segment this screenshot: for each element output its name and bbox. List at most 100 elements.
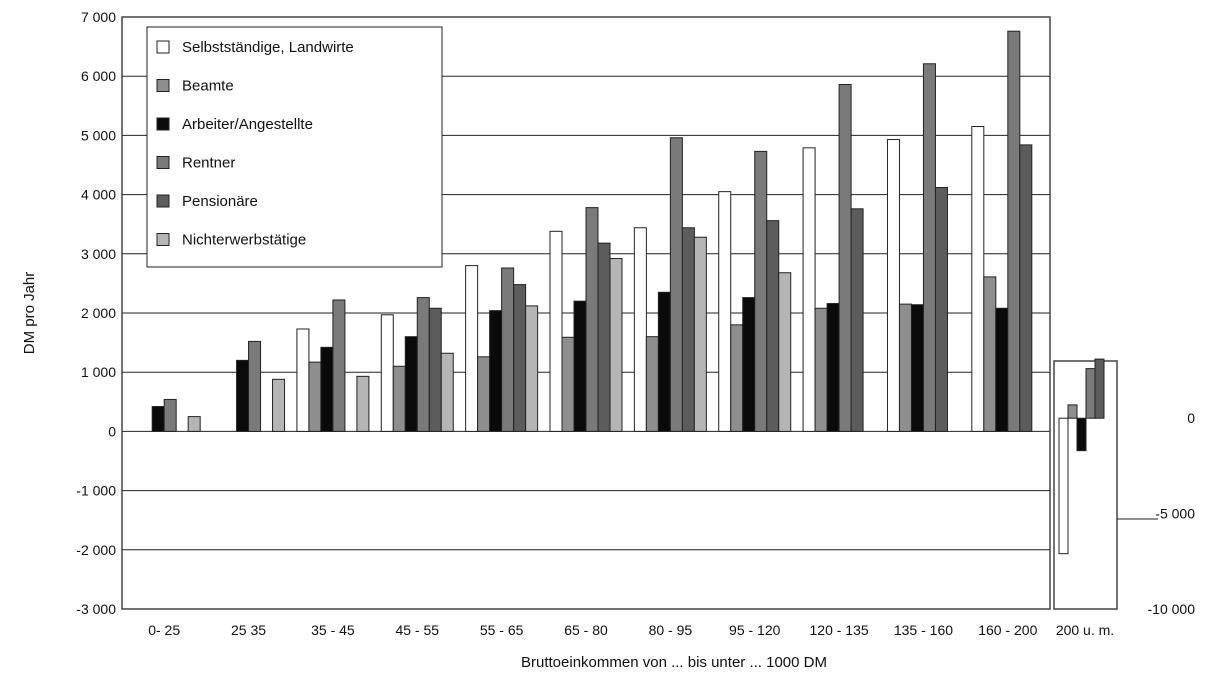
legend-label: Rentner [182, 155, 235, 172]
y-tick-label: 0 [108, 423, 116, 439]
y-tick-label: -1 000 [76, 483, 116, 499]
bar [657, 291, 671, 432]
bars [151, 30, 1033, 432]
x-tick-label: 95 - 120 [729, 622, 781, 638]
legend-label: Selbstständige, Landwirte [182, 39, 354, 56]
y-tick-label: 6 000 [81, 68, 116, 84]
inset-bars [1058, 358, 1105, 555]
bar [272, 378, 286, 432]
y-tick-label: 4 000 [81, 187, 116, 203]
y-tick-label: 5 000 [81, 127, 116, 143]
bar [489, 310, 503, 432]
x-tick-label: 160 - 200 [978, 622, 1037, 638]
bar [151, 406, 165, 432]
legend-swatch [156, 117, 170, 131]
bar [814, 307, 828, 432]
bar [332, 299, 346, 432]
bar [898, 303, 912, 432]
bar [356, 375, 370, 432]
y-axis-ticks: 7 000 6 000 5 000 4 000 3 000 2 000 1 000 0 -1 0… [76, 9, 116, 617]
bar [633, 227, 647, 432]
bar [730, 324, 744, 432]
bar [585, 207, 599, 432]
bar [802, 147, 816, 432]
bar [1007, 30, 1021, 432]
legend: Selbstständige, Landwirte Beamte Arbeiter/… [156, 39, 354, 249]
inset-bar [1094, 358, 1105, 419]
bar [428, 307, 442, 432]
bar [549, 230, 563, 432]
y-tick-label: 1 000 [81, 364, 116, 380]
inset-bar [1058, 417, 1069, 555]
y-tick-label: 3 000 [81, 246, 116, 262]
y-axis-title: DM pro Jahr [21, 272, 38, 355]
bar [995, 307, 1009, 432]
bar [742, 297, 756, 432]
bar [308, 361, 322, 432]
bar [826, 303, 840, 432]
x-tick-label: 0- 25 [148, 622, 180, 638]
bar [163, 398, 177, 432]
inset-y-tick-label: -10 000 [1148, 601, 1196, 617]
bar [910, 304, 924, 432]
bar [754, 150, 768, 432]
x-tick-label: 65 - 80 [564, 622, 608, 638]
x-axis-title: Bruttoeinkommen von ... bis unter ... 10… [521, 654, 827, 671]
bar [693, 236, 707, 432]
bar [501, 267, 515, 432]
bar [392, 365, 406, 432]
bar [513, 284, 527, 432]
legend-box [146, 26, 443, 268]
bar [404, 336, 418, 432]
inset-frame [1053, 360, 1118, 610]
bar [886, 139, 900, 432]
bar [416, 297, 430, 432]
legend-label: Pensionäre [182, 193, 258, 210]
plot-frame [121, 16, 1051, 610]
legend-swatch [156, 79, 170, 92]
legend-swatch [156, 156, 170, 169]
legend-label: Beamte [182, 78, 234, 95]
y-tick-label: 2 000 [81, 305, 116, 321]
y-tick-label: -3 000 [76, 601, 116, 617]
bar [609, 258, 623, 432]
bar [983, 276, 997, 432]
bar [766, 220, 780, 432]
bar [236, 359, 250, 432]
x-tick-label: 55 - 65 [480, 622, 524, 638]
bar [248, 340, 262, 432]
bar [465, 265, 479, 432]
inset-y-tick-label: -5 000 [1155, 506, 1195, 522]
bar [971, 126, 985, 432]
bar [718, 191, 732, 432]
inset-bar [1076, 417, 1087, 452]
x-axis-ticks: 0- 25 25 35 35 - 45 45 - 55 55 - 65 65 - 80 80… [148, 622, 1037, 638]
legend-swatch [156, 233, 170, 246]
x-tick-label: 45 - 55 [395, 622, 439, 638]
y-tick-label: -2 000 [76, 542, 116, 558]
bar [440, 352, 454, 432]
legend-label: Nichterwerbstätige [182, 232, 306, 249]
x-tick-label: 25 35 [231, 622, 266, 638]
y-tick-label: 7 000 [81, 9, 116, 25]
bar [645, 336, 659, 432]
inset-bar [1067, 404, 1078, 419]
legend-swatch [156, 194, 170, 208]
bar [838, 83, 852, 432]
bar [187, 416, 201, 432]
bar [296, 328, 310, 432]
bar [477, 356, 491, 432]
inset-category-label: 200 u. m. [1056, 622, 1114, 638]
bar [681, 227, 695, 432]
legend-swatch [156, 40, 170, 54]
bar [922, 63, 936, 432]
x-tick-label: 120 - 135 [810, 622, 869, 638]
bar [320, 346, 334, 432]
legend-label: Arbeiter/Angestellte [182, 116, 313, 133]
x-tick-label: 135 - 160 [894, 622, 953, 638]
x-tick-label: 80 - 95 [649, 622, 693, 638]
bar [561, 336, 575, 432]
inset-y-tick-label: 0 [1187, 410, 1195, 426]
bar [597, 242, 611, 432]
